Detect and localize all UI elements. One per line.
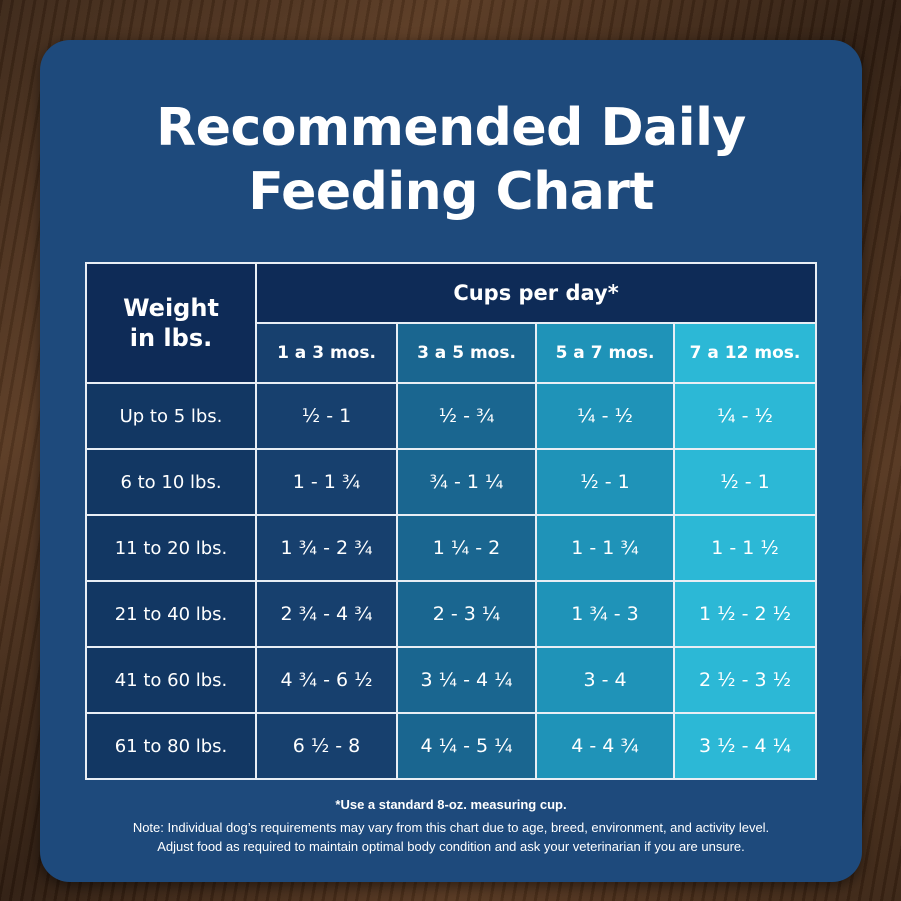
page-title-line-2: Feeding Chart	[248, 162, 654, 222]
cups-cell: ½ - ¾	[396, 382, 537, 450]
age-header-3-5-mos: 3 a 5 mos.	[396, 322, 537, 384]
cups-cell: ½ - 1	[255, 382, 398, 450]
cups-cell: ¼ - ½	[535, 382, 675, 450]
cups-per-day-header: Cups per day*	[255, 262, 817, 324]
cups-cell: 1 - 1 ¾	[255, 448, 398, 516]
cups-cell: 1 - 1 ¾	[535, 514, 675, 582]
cups-cell: ½ - 1	[535, 448, 675, 516]
table-row: Up to 5 lbs. ½ - 1 ½ - ¾ ¼ - ½ ¼ - ½	[85, 382, 817, 450]
cups-cell: 2 ¾ - 4 ¾	[255, 580, 398, 648]
cups-cell: 1 ½ - 2 ½	[673, 580, 817, 648]
feeding-chart-card: Recommended Daily Feeding Chart Weight i…	[40, 40, 862, 882]
weight-cell: 41 to 60 lbs.	[85, 646, 257, 714]
cups-cell: 1 ¼ - 2	[396, 514, 537, 582]
cups-cell: 6 ½ - 8	[255, 712, 398, 780]
weight-cell: 61 to 80 lbs.	[85, 712, 257, 780]
cups-cell: 1 ¾ - 2 ¾	[255, 514, 398, 582]
age-header-row: 1 a 3 mos. 3 a 5 mos. 5 a 7 mos. 7 a 12 …	[86, 322, 817, 384]
weight-header-line-1: Weight	[123, 294, 219, 322]
age-header-7-12-mos: 7 a 12 mos.	[673, 322, 817, 384]
weight-cell: 6 to 10 lbs.	[85, 448, 257, 516]
cups-cell: 2 ½ - 3 ½	[673, 646, 817, 714]
table-row: 21 to 40 lbs. 2 ¾ - 4 ¾ 2 - 3 ¼ 1 ¾ - 3 …	[85, 580, 817, 648]
table-header-row: Weight in lbs. Cups per day*	[85, 262, 817, 384]
table-row: 11 to 20 lbs. 1 ¾ - 2 ¾ 1 ¼ - 2 1 - 1 ¾ …	[85, 514, 817, 582]
age-header-5-7-mos: 5 a 7 mos.	[535, 322, 675, 384]
weight-header-line-2: in lbs.	[129, 324, 213, 352]
cups-cell: 4 ¾ - 6 ½	[255, 646, 398, 714]
weight-cell: 11 to 20 lbs.	[85, 514, 257, 582]
cups-cell: ¼ - ½	[673, 382, 817, 450]
measuring-cup-footnote: *Use a standard 8-oz. measuring cup.	[335, 797, 567, 812]
age-header-1-3-mos: 1 a 3 mos.	[255, 322, 398, 384]
table-row: 41 to 60 lbs. 4 ¾ - 6 ½ 3 ¼ - 4 ¼ 3 - 4 …	[85, 646, 817, 714]
weight-cell: 21 to 40 lbs.	[85, 580, 257, 648]
cups-cell: 3 ¼ - 4 ¼	[396, 646, 537, 714]
cups-cell: 4 ¼ - 5 ¼	[396, 712, 537, 780]
table-row: 61 to 80 lbs. 6 ½ - 8 4 ¼ - 5 ¼ 4 - 4 ¾ …	[85, 712, 817, 780]
cups-cell: 1 ¾ - 3	[535, 580, 675, 648]
weight-cell: Up to 5 lbs.	[85, 382, 257, 450]
page-title-line-1: Recommended Daily	[156, 98, 746, 158]
cups-cell: 4 - 4 ¾	[535, 712, 675, 780]
note-line-1: Note: Individual dog’s requirements may …	[132, 820, 770, 835]
cups-cell: ½ - 1	[673, 448, 817, 516]
weight-column-header: Weight in lbs.	[85, 262, 257, 384]
cups-cell: 3 ½ - 4 ¼	[673, 712, 817, 780]
note-line-2: Adjust food as required to maintain opti…	[157, 839, 745, 854]
cups-cell: 3 - 4	[535, 646, 675, 714]
cups-cell: 2 - 3 ¼	[396, 580, 537, 648]
cups-cell: ¾ - 1 ¼	[396, 448, 537, 516]
table-row: 6 to 10 lbs. 1 - 1 ¾ ¾ - 1 ¼ ½ - 1 ½ - 1	[85, 448, 817, 516]
feeding-table: Weight in lbs. Cups per day* 1 a 3 mos. …	[85, 262, 817, 780]
cups-cell: 1 - 1 ½	[673, 514, 817, 582]
